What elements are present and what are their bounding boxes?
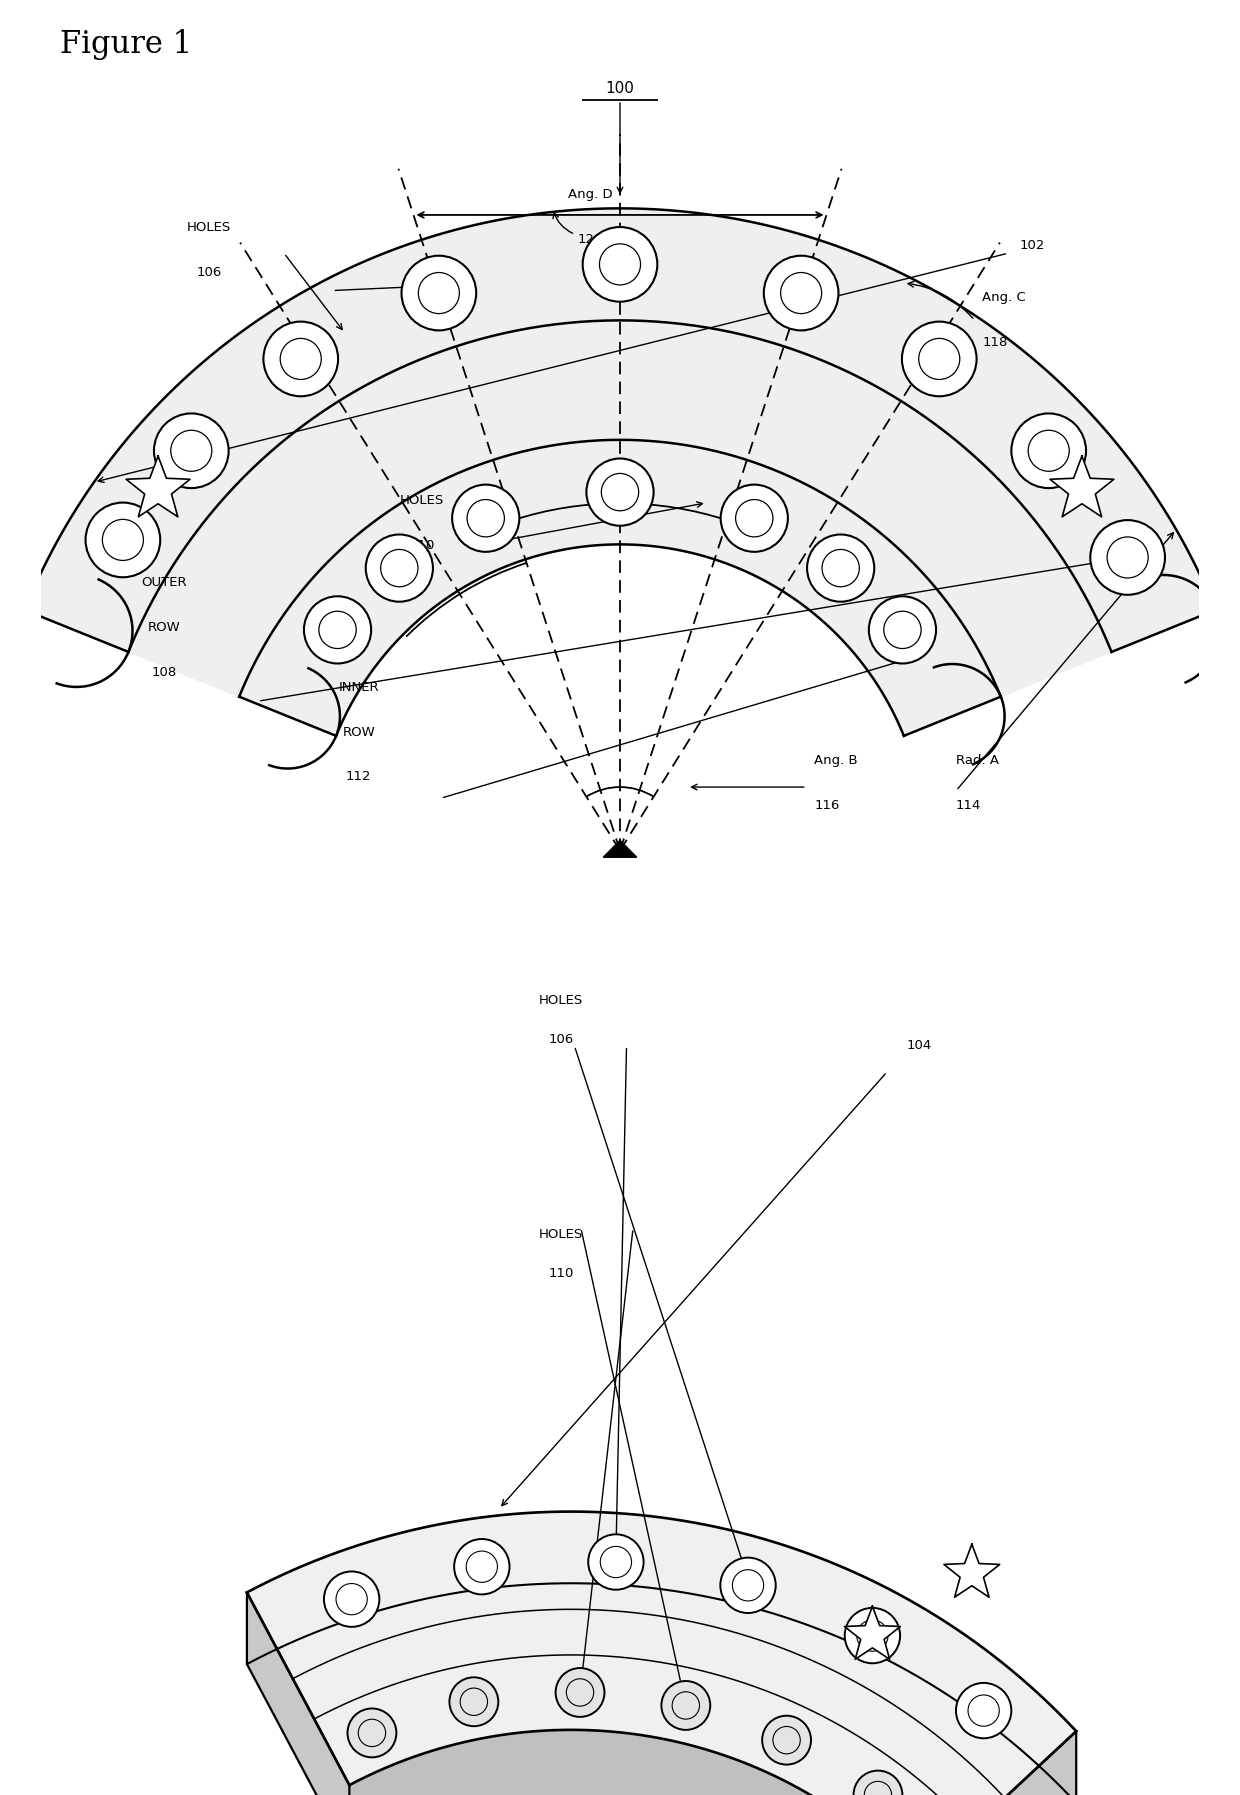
Circle shape [347,1709,397,1757]
Text: Rad. A: Rad. A [956,754,999,768]
Polygon shape [916,1730,1076,1795]
Circle shape [319,612,356,648]
Text: 112: 112 [346,770,372,783]
Circle shape [171,431,212,472]
Text: 110: 110 [409,538,435,551]
Circle shape [919,339,960,379]
Polygon shape [247,1592,350,1795]
Circle shape [672,1691,699,1720]
Text: ROW: ROW [148,621,181,634]
Circle shape [822,549,859,587]
Circle shape [853,1770,903,1795]
Text: Figure 1: Figure 1 [60,29,192,61]
Circle shape [1012,413,1086,488]
Circle shape [402,255,476,330]
Circle shape [467,499,505,537]
Text: 116: 116 [815,799,839,813]
Circle shape [956,1684,1012,1738]
Circle shape [901,321,977,397]
Text: 108: 108 [151,666,177,679]
Text: 110: 110 [548,1267,574,1280]
Polygon shape [944,1544,999,1598]
Circle shape [884,612,921,648]
Text: HOLES: HOLES [401,494,444,506]
Text: HOLES: HOLES [539,1228,584,1240]
Circle shape [567,1678,594,1705]
Text: 120: 120 [578,233,603,246]
Circle shape [735,499,773,537]
Text: 118: 118 [982,336,1008,350]
Circle shape [600,1545,631,1578]
Text: HOLES: HOLES [187,221,232,235]
Polygon shape [350,1730,916,1795]
Polygon shape [25,208,1215,736]
Text: Ang. B: Ang. B [815,754,858,768]
Circle shape [968,1694,999,1727]
Circle shape [764,255,838,330]
Circle shape [466,1551,497,1583]
Circle shape [366,535,433,601]
Circle shape [449,1677,498,1727]
Circle shape [587,458,653,526]
Circle shape [358,1720,386,1747]
Circle shape [807,535,874,601]
Circle shape [324,1571,379,1626]
Text: 102: 102 [1019,239,1045,253]
Circle shape [857,1619,888,1651]
Text: Ang. D: Ang. D [568,188,613,201]
Circle shape [304,596,371,664]
Polygon shape [247,1511,1076,1795]
Text: 106: 106 [549,1032,574,1046]
Circle shape [763,1716,811,1764]
Text: 104: 104 [906,1039,932,1052]
Circle shape [381,549,418,587]
Circle shape [1090,521,1164,594]
Circle shape [556,1668,604,1716]
Circle shape [453,485,520,551]
Circle shape [336,1583,367,1616]
Circle shape [733,1569,764,1601]
Circle shape [844,1608,900,1664]
Polygon shape [603,840,637,858]
Circle shape [1028,431,1069,472]
Circle shape [263,321,339,397]
Circle shape [280,339,321,379]
Text: 100: 100 [605,81,635,97]
Circle shape [460,1687,487,1716]
Text: 106: 106 [197,266,222,280]
Circle shape [661,1682,711,1730]
Circle shape [103,519,144,560]
Circle shape [720,1558,776,1614]
Circle shape [154,413,228,488]
Circle shape [773,1727,800,1754]
Text: Ang. C: Ang. C [982,291,1025,305]
Text: ROW: ROW [342,725,374,738]
Polygon shape [126,456,190,517]
Circle shape [864,1781,892,1795]
Circle shape [601,474,639,512]
Polygon shape [844,1607,900,1659]
Text: HOLES: HOLES [539,994,584,1007]
Circle shape [86,503,160,578]
Circle shape [1107,537,1148,578]
Circle shape [588,1535,644,1590]
Circle shape [454,1538,510,1594]
Circle shape [599,244,641,285]
Circle shape [418,273,459,314]
Circle shape [720,485,787,551]
Text: INNER: INNER [339,680,379,693]
Text: 114: 114 [956,799,981,813]
Circle shape [583,226,657,302]
Polygon shape [1050,456,1114,517]
Circle shape [869,596,936,664]
Text: OUTER: OUTER [141,576,187,589]
Polygon shape [247,1511,1076,1795]
Circle shape [781,273,822,314]
